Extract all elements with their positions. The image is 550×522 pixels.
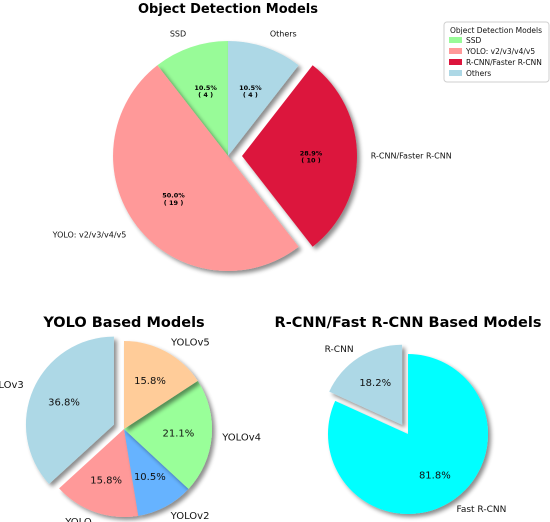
slice-percent-label: 10.5% xyxy=(134,472,166,483)
slice-category-label: YOLOv5 xyxy=(170,337,210,348)
slice-percent-label: 10.5%( 4 ) xyxy=(239,84,262,99)
pie-slice-yolov2 xyxy=(124,429,189,516)
slice-percent-label: 50.0%( 19 ) xyxy=(162,192,185,207)
slice-percent-label: 21.1% xyxy=(162,429,194,440)
chart-title: Object Detection Models xyxy=(138,2,318,17)
slice-category-label: YOLO xyxy=(64,517,92,522)
chart-object-detection: Object Detection Models 10.5%( 4 ) SSD 50.… xyxy=(52,2,550,271)
pie-slices: 18.2% R-CNN 81.8% Fast R-CNN xyxy=(325,344,506,515)
slice-percent-label: 15.8% xyxy=(90,476,122,487)
chart-yolo-based: YOLO Based Models 36.8% YOLOv3 15.8% YOLO 10… xyxy=(0,315,261,522)
legend-frame xyxy=(443,21,550,83)
slice-category-label: YOLOv3 xyxy=(0,380,24,391)
legend-title: Object Detection Models xyxy=(450,26,542,35)
slice-category-label: SSD xyxy=(170,30,186,39)
slice-percent-label: 28.9%( 10 ) xyxy=(300,149,323,164)
pie-slice-r-cnn-faster-r-cnn xyxy=(242,65,357,247)
legend: Object Detection Models SSD YOLO: v2/v3/… xyxy=(443,21,550,83)
slice-category-label: Others xyxy=(270,30,297,39)
slice-percent-label: 81.8% xyxy=(419,471,451,482)
slice-percent-label: 36.8% xyxy=(48,398,80,409)
chart-title: YOLO Based Models xyxy=(42,315,204,331)
slice-percent-label: 10.5%( 4 ) xyxy=(194,84,217,99)
legend-swatch-rcnn xyxy=(449,59,462,65)
pie-slice-yolov5 xyxy=(124,341,198,429)
pie-slice-yolo xyxy=(59,429,139,517)
pie-slice-ssd xyxy=(157,41,228,156)
pie-slice-yolo-v2-v3-v4-v5 xyxy=(113,65,299,271)
slice-category-label: Fast R-CNN xyxy=(456,505,506,515)
slice-category-label: R-CNN xyxy=(325,345,354,355)
legend-entry: Others xyxy=(466,69,491,78)
pie-slices: 10.5%( 4 ) SSD 50.0%( 19 ) YOLO: v2/v3/v4/v… xyxy=(52,30,452,271)
legend-swatch-yolo xyxy=(449,48,462,54)
pie-slices: 36.8% YOLOv3 15.8% YOLO 10.5% YOLOv2 21.1% YOLO… xyxy=(0,336,261,522)
slice-percent-label: 18.2% xyxy=(359,378,391,389)
legend-entry: SSD xyxy=(466,36,482,45)
slice-category-label: YOLO: v2/v3/v4/v5 xyxy=(52,231,127,240)
legend-swatch-others xyxy=(449,70,462,76)
legend-swatch-ssd xyxy=(449,37,462,43)
chart-rcnn-based: R-CNN/Fast R-CNN Based Models 18.2% R-CNN… xyxy=(275,315,542,515)
pie-slice-fast-r-cnn xyxy=(328,354,488,515)
pie-slice-others xyxy=(228,41,299,156)
slice-percent-label: 15.8% xyxy=(134,376,166,387)
pie-slice-yolov4 xyxy=(124,380,213,489)
slice-category-label: YOLOv2 xyxy=(170,511,210,522)
pie-slice-r-cnn xyxy=(329,344,403,425)
legend-entry: YOLO: v2/v3/v4/v5 xyxy=(465,47,535,56)
pie-slice-yolov3 xyxy=(25,336,114,484)
legend-entry: R-CNN/Faster R-CNN xyxy=(466,58,542,67)
slice-category-label: YOLOv4 xyxy=(221,432,261,443)
chart-title: R-CNN/Fast R-CNN Based Models xyxy=(275,315,542,331)
slice-category-label: R-CNN/Faster R-CNN xyxy=(371,152,452,161)
